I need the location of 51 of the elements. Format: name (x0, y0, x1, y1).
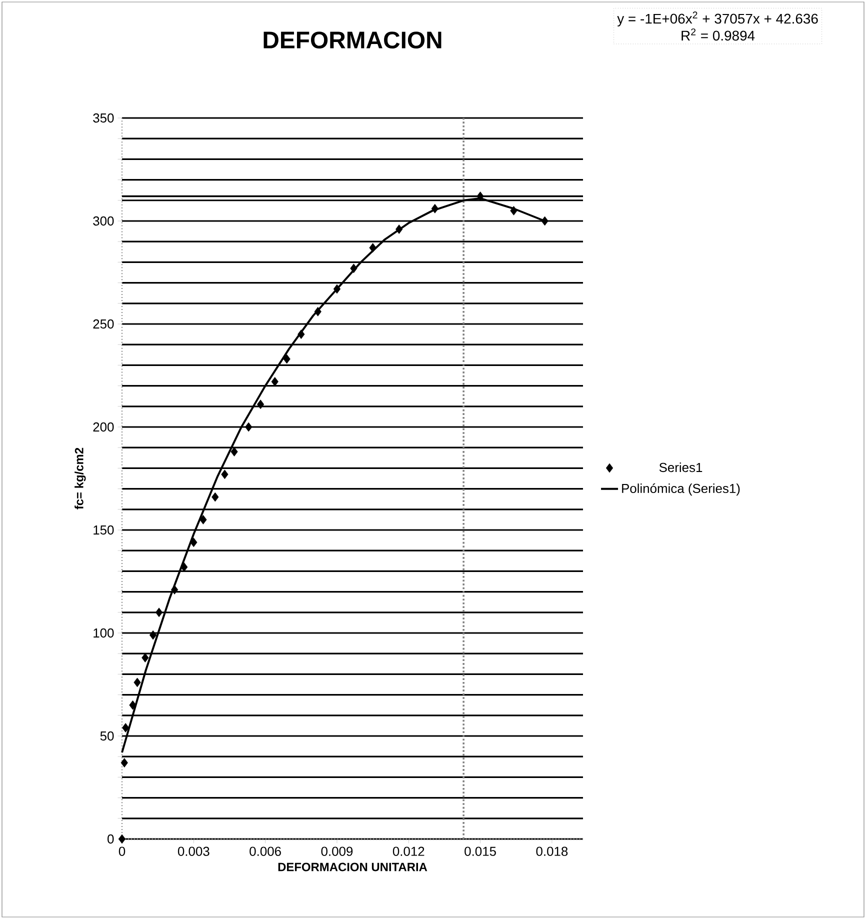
point (134, 678, 141, 688)
point (230, 447, 238, 456)
y-tick-label: 200 (93, 422, 114, 432)
chart-title: DEFORMACION (264, 32, 442, 48)
x-tick-label: 0.003 (178, 846, 210, 856)
point (298, 330, 305, 339)
y-axis-title: fc= kg/cm2 (74, 448, 86, 510)
point (350, 264, 358, 274)
legend-label: Polinómica (Series1) (622, 483, 740, 496)
point (396, 224, 403, 234)
y-tick-label: 150 (94, 525, 114, 535)
point (129, 700, 136, 710)
x-tick-label: 0.015 (464, 846, 496, 856)
point (122, 723, 130, 732)
point (212, 492, 219, 502)
x-tick-label: 0.018 (536, 846, 568, 856)
point (333, 284, 341, 294)
point (118, 834, 126, 844)
text: Series1 (659, 462, 702, 472)
point (149, 630, 157, 640)
x-tick-label: 0.006 (250, 846, 281, 856)
x-tick-label: 0.012 (392, 846, 424, 856)
point (200, 515, 207, 524)
x-tick-label: 0.009 (321, 846, 353, 856)
y-tick-label: 350 (93, 113, 114, 123)
y-tick-label: 250 (93, 319, 114, 329)
point (510, 206, 518, 216)
point (271, 376, 278, 386)
point (314, 306, 322, 316)
point (180, 562, 188, 572)
point (369, 243, 376, 252)
y-tick-label: 50 (100, 731, 114, 741)
point (431, 204, 438, 214)
y-tick-label: 300 (93, 216, 114, 226)
y-tick-label: 0 (108, 834, 114, 844)
point (190, 538, 198, 548)
x-axis-title: DEFORMACION UNITARIA (278, 862, 428, 872)
text: R$^{2}$ = 0.9894 (682, 28, 755, 41)
point (256, 400, 264, 410)
y-tick-label: 100 (94, 628, 114, 638)
point (170, 585, 178, 594)
point (245, 422, 252, 432)
point (541, 216, 548, 226)
point (476, 192, 484, 201)
x-tick-label: 0 (118, 846, 126, 856)
text: y = -1E+06x$^{2}$ + 37057x + 42.636 (617, 12, 818, 26)
point (120, 758, 128, 768)
point (155, 608, 163, 618)
point (142, 653, 149, 662)
point (283, 354, 290, 364)
point (221, 470, 228, 480)
